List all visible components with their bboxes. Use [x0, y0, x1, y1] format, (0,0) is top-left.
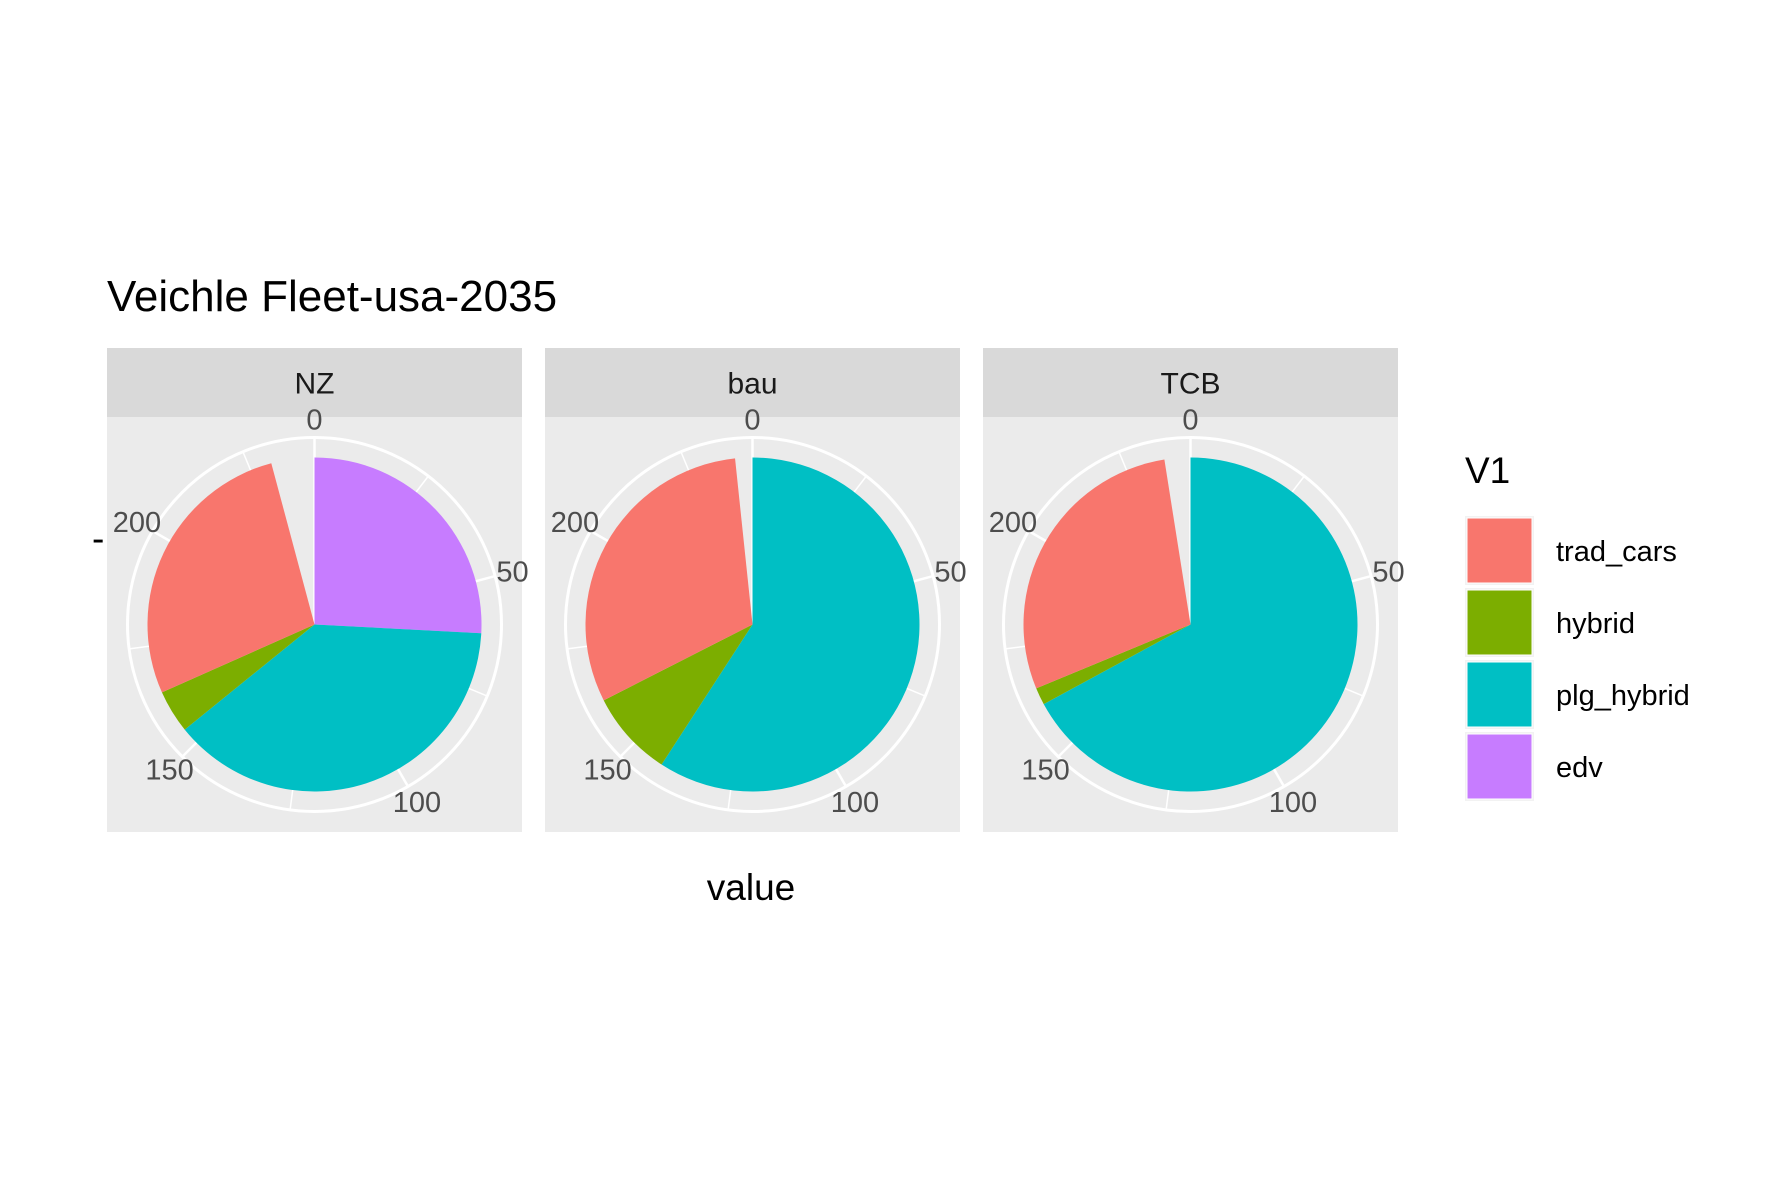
facet-panel-bau: bau 0 50 100 150 200 — [545, 348, 967, 832]
pie-slice-hybrid — [1036, 624, 1191, 705]
theta-tick-label: 50 — [1372, 556, 1404, 588]
pie-slice-plg-hybrid — [184, 624, 482, 792]
pie-slice-hybrid — [161, 624, 315, 730]
theta-tick-label: 50 — [934, 556, 966, 588]
theta-tick-label: 200 — [551, 507, 599, 539]
theta-tick-label: 200 — [113, 507, 161, 539]
facet-strip-label: TCB — [1161, 368, 1221, 401]
facet-panels: NZ 0 50 100 150 200 bau 0 50 100 150 200 TCB 0 50 100 15… — [107, 348, 1405, 832]
pie-slice-trad-cars — [147, 463, 315, 693]
legend-item-trad-cars: trad_cars — [1465, 516, 1677, 585]
theta-tick-label: 150 — [1021, 754, 1069, 786]
facet-panel-tcb: TCB 0 50 100 150 200 — [983, 348, 1405, 832]
legend-title: V1 — [1465, 450, 1510, 491]
legend-label: trad_cars — [1556, 536, 1677, 568]
theta-tick-label: 150 — [145, 754, 193, 786]
facet-strip — [983, 348, 1398, 417]
x-axis-title: value — [707, 867, 795, 908]
facet-strip — [545, 348, 960, 417]
theta-tick-label: 0 — [1182, 405, 1198, 437]
facet-strip — [107, 348, 522, 417]
pie-slice-trad-cars — [585, 458, 753, 701]
legend-label: plg_hybrid — [1556, 680, 1690, 712]
legend-swatch — [1466, 517, 1533, 584]
legend-swatch — [1466, 589, 1533, 656]
legend-swatch — [1466, 661, 1533, 728]
pie-slice-plg-hybrid — [1043, 457, 1358, 792]
theta-tick-label: 150 — [583, 754, 631, 786]
chart-title: Veichle Fleet-usa-2035 — [107, 272, 557, 321]
theta-tick-label: 100 — [393, 787, 441, 819]
pie-slice-trad-cars — [1023, 459, 1191, 689]
legend-label: edv — [1556, 752, 1603, 784]
theta-tick-label: 100 — [1269, 787, 1317, 819]
facet-panel-nz: NZ 0 50 100 150 200 — [107, 348, 529, 832]
legend-item-hybrid: hybrid — [1465, 588, 1635, 657]
y-axis-tick: - — [92, 518, 104, 559]
theta-tick-label: 200 — [989, 507, 1037, 539]
theta-tick-label: 0 — [744, 405, 760, 437]
theta-tick-label: 50 — [496, 556, 528, 588]
legend-label: hybrid — [1556, 608, 1635, 640]
legend-swatch — [1466, 733, 1533, 800]
facet-strip-label: bau — [727, 368, 777, 401]
legend-item-plg-hybrid: plg_hybrid — [1465, 660, 1690, 729]
facet-strip-label: NZ — [295, 368, 335, 401]
legend-item-edv: edv — [1465, 732, 1603, 801]
theta-tick-label: 0 — [306, 405, 322, 437]
pie-slice-edv — [314, 457, 482, 634]
pie-slice-hybrid — [603, 624, 753, 765]
pie-slice-plg-hybrid — [661, 457, 920, 792]
theta-tick-label: 100 — [831, 787, 879, 819]
